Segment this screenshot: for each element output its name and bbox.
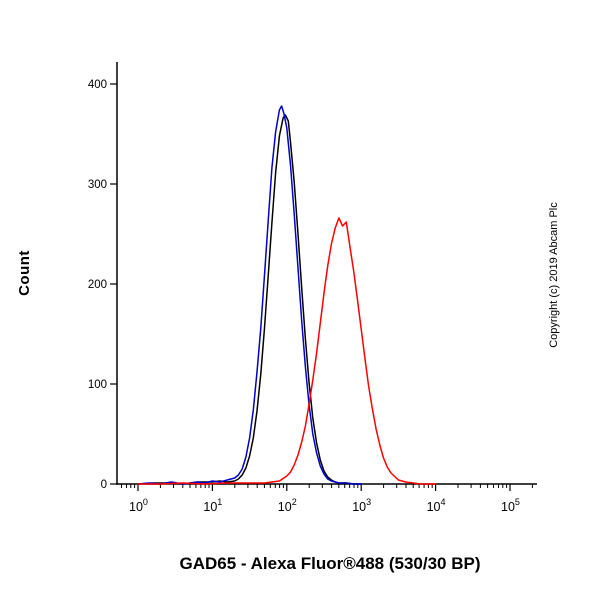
x-tick-label: 102 [278,497,297,514]
x-axis-title: GAD65 - Alexa Fluor®488 (530/30 BP) [179,554,481,573]
y-tick-label: 0 [101,479,107,491]
series-control-black [137,114,362,485]
y-tick-label: 300 [88,179,107,191]
series-gad65-red [137,217,437,485]
x-tick-label: 103 [352,497,371,514]
y-tick-label: 100 [88,379,107,391]
copyright-text: Copyright (c) 2019 Abcam Plc [548,202,560,348]
series-control-blue [137,105,362,485]
x-tick-label: 104 [427,497,446,514]
x-tick-label: 105 [501,497,520,514]
y-tick-label: 400 [88,79,107,91]
x-tick-label: 101 [203,497,222,514]
x-tick-label: 100 [129,497,148,514]
y-axis-title: Count [16,250,33,296]
y-tick-label: 200 [88,279,107,291]
